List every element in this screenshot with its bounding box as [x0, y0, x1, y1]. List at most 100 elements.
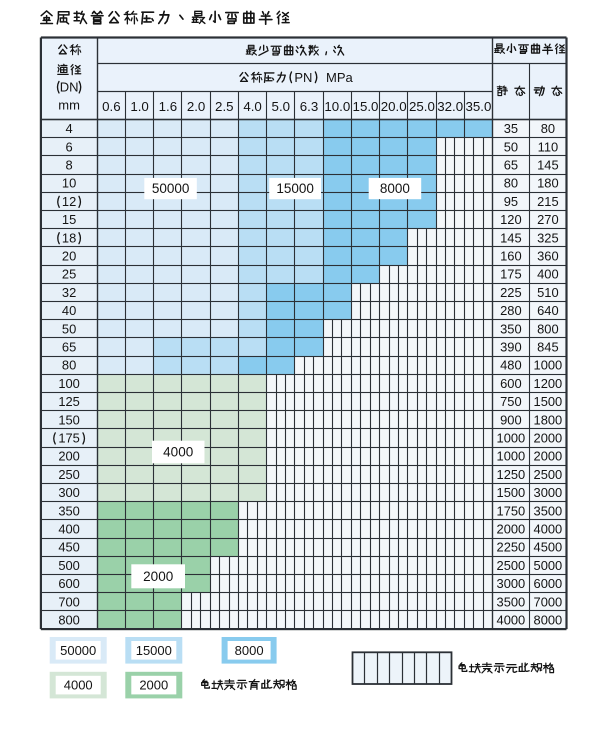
svg-text:4000: 4000	[497, 613, 526, 628]
svg-text:4: 4	[66, 121, 73, 136]
svg-text:1000: 1000	[497, 431, 526, 446]
svg-text:300: 300	[58, 485, 80, 500]
svg-text:DN: DN	[60, 80, 79, 95]
svg-text:65: 65	[504, 158, 518, 173]
svg-text:3000: 3000	[534, 485, 563, 500]
svg-text:50: 50	[62, 321, 76, 336]
svg-text:8: 8	[66, 158, 73, 173]
svg-text:350: 350	[500, 321, 522, 336]
svg-text:80: 80	[541, 121, 555, 136]
svg-text:390: 390	[500, 340, 522, 355]
svg-text:400: 400	[58, 522, 80, 537]
svg-text:1500: 1500	[534, 394, 563, 409]
svg-text:2000: 2000	[534, 431, 563, 446]
svg-text:0.6: 0.6	[102, 99, 121, 114]
svg-text:25: 25	[62, 267, 76, 282]
svg-text:225: 225	[500, 285, 522, 300]
svg-text:32.0: 32.0	[437, 99, 463, 114]
svg-text:1750: 1750	[497, 503, 526, 518]
svg-text:25.0: 25.0	[409, 99, 435, 114]
svg-text:100: 100	[58, 376, 80, 391]
svg-text:270: 270	[537, 212, 559, 227]
svg-text:180: 180	[537, 176, 559, 191]
svg-text:20: 20	[62, 249, 76, 264]
svg-text:2250: 2250	[497, 540, 526, 555]
svg-text:4500: 4500	[534, 540, 563, 555]
svg-text:2.0: 2.0	[187, 99, 206, 114]
svg-text:50000: 50000	[152, 181, 190, 196]
svg-text:5.0: 5.0	[272, 99, 291, 114]
svg-text:250: 250	[58, 467, 80, 482]
svg-text:1.0: 1.0	[130, 99, 149, 114]
svg-text:PN: PN	[294, 70, 312, 85]
svg-text:mm: mm	[58, 98, 80, 113]
svg-text:800: 800	[58, 613, 80, 628]
svg-text:50000: 50000	[60, 643, 96, 658]
svg-text:215: 215	[537, 194, 559, 209]
svg-text:360: 360	[537, 249, 559, 264]
svg-text:4.0: 4.0	[243, 99, 262, 114]
svg-text:145: 145	[537, 158, 559, 173]
svg-text:7000: 7000	[534, 594, 563, 609]
svg-text:1000: 1000	[534, 358, 563, 373]
svg-text:6: 6	[66, 139, 73, 154]
svg-text:510: 510	[537, 285, 559, 300]
svg-text:6000: 6000	[534, 576, 563, 591]
svg-text:145: 145	[500, 230, 522, 245]
svg-text:750: 750	[500, 394, 522, 409]
svg-text:2000: 2000	[143, 569, 173, 584]
svg-text:40: 40	[62, 303, 76, 318]
svg-text:2000: 2000	[497, 522, 526, 537]
svg-text:32: 32	[62, 285, 76, 300]
svg-text:15: 15	[62, 212, 76, 227]
svg-text:15.0: 15.0	[353, 99, 379, 114]
svg-text:325: 325	[537, 230, 559, 245]
svg-text:280: 280	[500, 303, 522, 318]
svg-text:20.0: 20.0	[381, 99, 407, 114]
svg-text:700: 700	[58, 594, 80, 609]
svg-text:35: 35	[504, 121, 518, 136]
svg-text:175: 175	[500, 267, 522, 282]
svg-text:6.3: 6.3	[300, 99, 319, 114]
svg-text:3500: 3500	[534, 503, 563, 518]
svg-text:400: 400	[537, 267, 559, 282]
svg-text:50: 50	[504, 139, 518, 154]
svg-text:500: 500	[58, 558, 80, 573]
svg-text:120: 120	[500, 212, 522, 227]
svg-text:150: 150	[58, 412, 80, 427]
svg-text:2.5: 2.5	[215, 99, 234, 114]
svg-text:4000: 4000	[163, 445, 193, 460]
svg-text:1000: 1000	[497, 449, 526, 464]
svg-text:8000: 8000	[235, 643, 264, 658]
svg-text:35.0: 35.0	[465, 99, 491, 114]
svg-text:MPa: MPa	[326, 70, 354, 85]
svg-text:4000: 4000	[64, 678, 93, 693]
svg-text:95: 95	[504, 194, 518, 209]
svg-text:1.6: 1.6	[159, 99, 178, 114]
svg-text:640: 640	[537, 303, 559, 318]
svg-text:2500: 2500	[534, 467, 563, 482]
svg-text:5000: 5000	[534, 558, 563, 573]
svg-text:200: 200	[58, 449, 80, 464]
svg-text:1500: 1500	[497, 485, 526, 500]
svg-text:600: 600	[500, 376, 522, 391]
svg-text:800: 800	[537, 321, 559, 336]
svg-text:15000: 15000	[136, 643, 172, 658]
svg-text:3000: 3000	[497, 576, 526, 591]
svg-text:10.0: 10.0	[324, 99, 350, 114]
svg-text:480: 480	[500, 358, 522, 373]
svg-text:845: 845	[537, 340, 559, 355]
svg-text:2000: 2000	[139, 678, 168, 693]
svg-text:12: 12	[62, 194, 76, 209]
svg-text:80: 80	[62, 358, 76, 373]
svg-text:1800: 1800	[534, 412, 563, 427]
svg-text:1250: 1250	[497, 467, 526, 482]
svg-text:65: 65	[62, 340, 76, 355]
svg-text:80: 80	[504, 176, 518, 191]
svg-text:125: 125	[58, 394, 80, 409]
svg-text:8000: 8000	[534, 613, 563, 628]
svg-text:450: 450	[58, 540, 80, 555]
svg-text:900: 900	[500, 412, 522, 427]
svg-text:350: 350	[58, 503, 80, 518]
svg-text:1200: 1200	[534, 376, 563, 391]
